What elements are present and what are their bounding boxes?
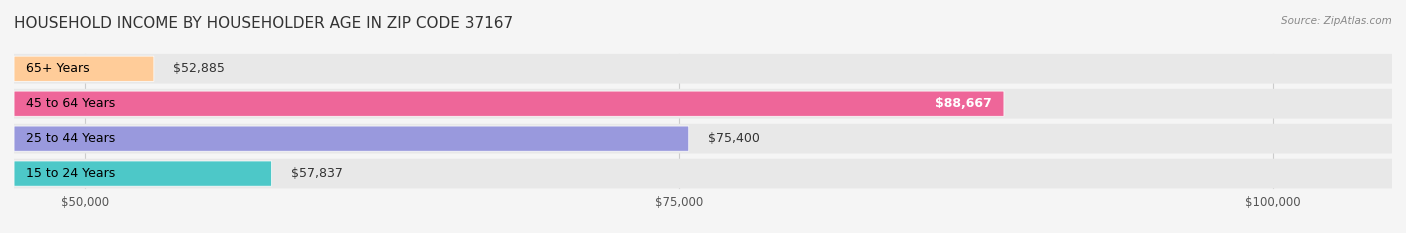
Text: 65+ Years: 65+ Years [25,62,90,75]
FancyBboxPatch shape [14,89,1392,119]
Text: HOUSEHOLD INCOME BY HOUSEHOLDER AGE IN ZIP CODE 37167: HOUSEHOLD INCOME BY HOUSEHOLDER AGE IN Z… [14,16,513,31]
FancyBboxPatch shape [14,56,153,81]
FancyBboxPatch shape [14,159,1392,188]
FancyBboxPatch shape [14,54,1392,84]
Text: 25 to 44 Years: 25 to 44 Years [25,132,115,145]
Text: $57,837: $57,837 [291,167,343,180]
Text: $52,885: $52,885 [173,62,225,75]
Text: 45 to 64 Years: 45 to 64 Years [25,97,115,110]
Text: 15 to 24 Years: 15 to 24 Years [25,167,115,180]
FancyBboxPatch shape [14,124,1392,154]
Text: $88,667: $88,667 [935,97,993,110]
Text: Source: ZipAtlas.com: Source: ZipAtlas.com [1281,16,1392,26]
FancyBboxPatch shape [14,161,271,186]
FancyBboxPatch shape [14,126,689,151]
Text: $75,400: $75,400 [707,132,759,145]
FancyBboxPatch shape [14,91,1004,116]
